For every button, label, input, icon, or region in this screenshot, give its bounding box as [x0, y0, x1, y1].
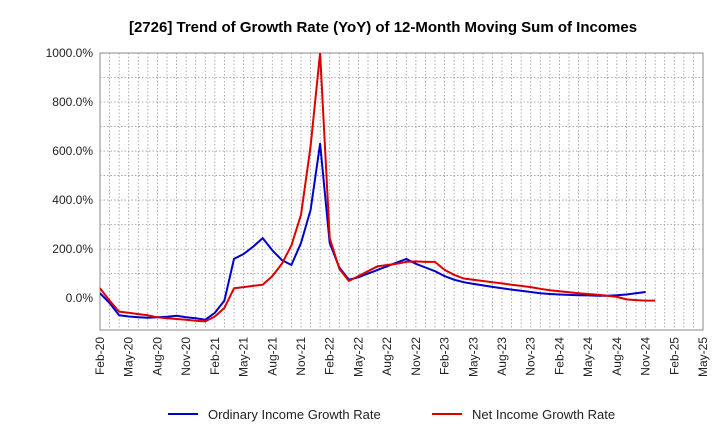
plot-frame — [99, 52, 704, 331]
x-tick-label: Aug-23 — [495, 337, 509, 376]
x-axis-ticks: Feb-20 May-20 Aug-20 Nov-20 Feb-21 May-21 Aug-… — [93, 337, 710, 377]
x-tick-label: Feb-20 — [93, 337, 107, 375]
legend-label: Net Income Growth Rate — [472, 407, 615, 422]
x-tick-label: May-20 — [122, 337, 136, 377]
x-tick-label: Feb-25 — [667, 337, 681, 375]
y-tick-label: 1000.0% — [46, 46, 94, 60]
y-axis-ticks: 0.0% 200.0% 400.0% 600.0% 800.0% 1000.0% — [46, 46, 94, 305]
x-tick-label: Feb-21 — [208, 337, 222, 375]
x-tick-label: May-24 — [581, 337, 595, 377]
x-tick-label: Nov-20 — [179, 337, 193, 376]
x-tick-label: Aug-24 — [610, 337, 624, 376]
x-tick-label: May-22 — [351, 337, 365, 377]
x-tick-label: Feb-23 — [438, 337, 452, 375]
y-tick-label: 400.0% — [52, 193, 93, 207]
x-tick-label: Nov-22 — [409, 337, 423, 376]
x-tick-label: Nov-23 — [524, 337, 538, 376]
x-tick-label: Aug-22 — [380, 337, 394, 376]
grid-layer — [100, 53, 703, 330]
x-tick-label: May-23 — [466, 337, 480, 377]
y-tick-label: 200.0% — [52, 242, 93, 256]
y-tick-label: 800.0% — [52, 95, 93, 109]
legend-label: Ordinary Income Growth Rate — [208, 407, 381, 422]
x-tick-label: Feb-22 — [323, 337, 337, 375]
y-tick-label: 0.0% — [66, 291, 94, 305]
x-tick-label: Aug-21 — [265, 337, 279, 376]
series-line-ordinary-income — [100, 142, 646, 321]
x-tick-label: Nov-21 — [294, 337, 308, 376]
x-tick-label: Aug-20 — [150, 337, 164, 376]
y-tick-label: 600.0% — [52, 144, 93, 158]
series-line-net-income — [100, 53, 656, 323]
x-tick-label: May-25 — [696, 337, 710, 377]
chart-title: [2726] Trend of Growth Rate (YoY) of 12-… — [129, 19, 637, 36]
x-tick-label: May-21 — [237, 337, 251, 377]
x-tick-label: Feb-24 — [552, 337, 566, 375]
x-tick-label: Nov-24 — [639, 337, 653, 376]
legend: Ordinary Income Growth Rate Net Income Gr… — [168, 407, 615, 422]
series-layer — [100, 53, 656, 323]
plot-area — [99, 52, 704, 331]
